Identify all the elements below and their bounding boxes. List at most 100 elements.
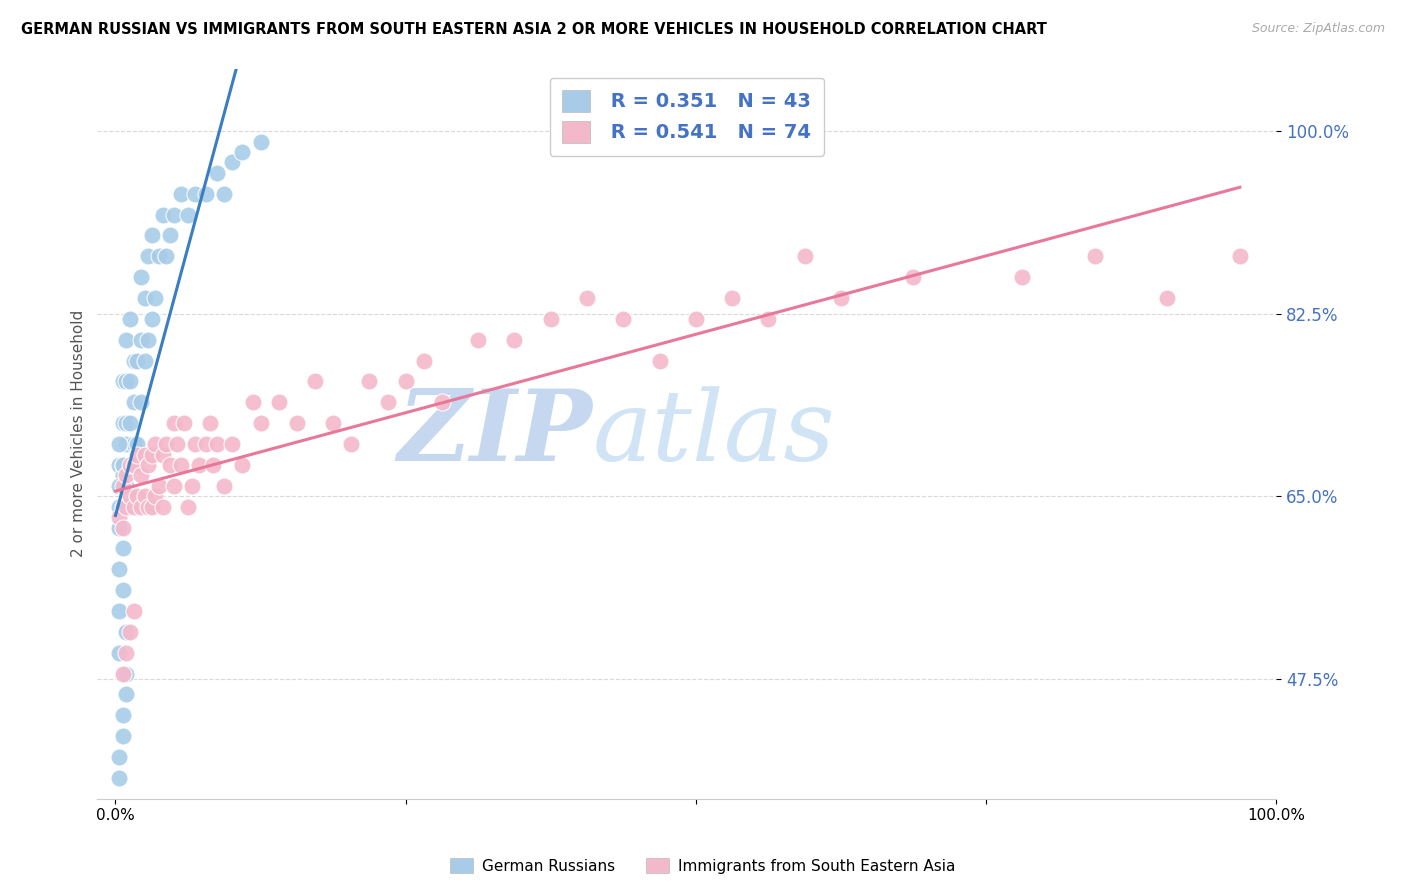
Point	[122, 437, 145, 451]
Point	[111, 500, 134, 514]
Point	[267, 395, 290, 409]
Point	[111, 666, 134, 681]
Point	[111, 458, 134, 472]
Point	[231, 458, 253, 472]
Point	[111, 416, 134, 430]
Point	[152, 500, 174, 514]
Point	[111, 729, 134, 743]
Point	[129, 270, 152, 285]
Point	[118, 416, 141, 430]
Point	[195, 437, 218, 451]
Point	[108, 750, 131, 764]
Point	[202, 458, 225, 472]
Legend:  R = 0.351   N = 43,  R = 0.541   N = 74: R = 0.351 N = 43, R = 0.541 N = 74	[550, 78, 824, 156]
Point	[108, 500, 131, 514]
Point	[231, 145, 253, 159]
Point	[111, 520, 134, 534]
Point	[359, 375, 381, 389]
Point	[205, 166, 228, 180]
Point	[377, 395, 399, 409]
Text: ZIP: ZIP	[398, 385, 592, 482]
Point	[412, 353, 434, 368]
Point	[198, 416, 221, 430]
Point	[340, 437, 363, 451]
Point	[214, 479, 236, 493]
Point	[134, 353, 156, 368]
Point	[145, 437, 167, 451]
Point	[170, 458, 193, 472]
Point	[115, 479, 138, 493]
Point	[162, 208, 184, 222]
Point	[304, 375, 326, 389]
Point	[122, 353, 145, 368]
Point	[115, 500, 138, 514]
Point	[467, 333, 489, 347]
Point	[111, 583, 134, 598]
Point	[127, 448, 149, 462]
Point	[111, 468, 134, 483]
Point	[115, 416, 138, 430]
Point	[136, 458, 159, 472]
Point	[115, 646, 138, 660]
Point	[170, 186, 193, 201]
Point	[793, 249, 815, 263]
Point	[129, 333, 152, 347]
Point	[322, 416, 344, 430]
Point	[115, 333, 138, 347]
Point	[221, 437, 243, 451]
Point	[115, 437, 138, 451]
Point	[145, 291, 167, 305]
Point	[141, 500, 163, 514]
Point	[685, 311, 707, 326]
Point	[148, 479, 170, 493]
Point	[108, 510, 131, 524]
Point	[127, 437, 149, 451]
Point	[152, 208, 174, 222]
Point	[136, 500, 159, 514]
Point	[1084, 249, 1107, 263]
Point	[129, 395, 152, 409]
Point	[187, 458, 209, 472]
Point	[1229, 249, 1251, 263]
Point	[155, 249, 177, 263]
Point	[122, 604, 145, 618]
Point	[122, 500, 145, 514]
Point	[129, 468, 152, 483]
Point	[503, 333, 526, 347]
Point	[141, 228, 163, 243]
Point	[127, 353, 149, 368]
Text: Source: ZipAtlas.com: Source: ZipAtlas.com	[1251, 22, 1385, 36]
Point	[205, 437, 228, 451]
Point	[127, 489, 149, 503]
Point	[184, 186, 207, 201]
Point	[115, 468, 138, 483]
Point	[148, 249, 170, 263]
Point	[184, 437, 207, 451]
Point	[648, 353, 671, 368]
Point	[177, 208, 200, 222]
Point	[111, 541, 134, 556]
Point	[108, 604, 131, 618]
Point	[134, 448, 156, 462]
Point	[118, 489, 141, 503]
Point	[180, 479, 202, 493]
Point	[108, 520, 131, 534]
Text: GERMAN RUSSIAN VS IMMIGRANTS FROM SOUTH EASTERN ASIA 2 OR MORE VEHICLES IN HOUSE: GERMAN RUSSIAN VS IMMIGRANTS FROM SOUTH …	[21, 22, 1047, 37]
Point	[141, 311, 163, 326]
Point	[141, 448, 163, 462]
Text: atlas: atlas	[592, 386, 835, 482]
Point	[115, 666, 138, 681]
Point	[249, 135, 271, 149]
Point	[159, 458, 181, 472]
Point	[136, 333, 159, 347]
Point	[134, 291, 156, 305]
Point	[166, 437, 188, 451]
Point	[122, 395, 145, 409]
Point	[249, 416, 271, 430]
Point	[162, 416, 184, 430]
Point	[159, 228, 181, 243]
Point	[173, 416, 195, 430]
Point	[118, 624, 141, 639]
Point	[1156, 291, 1178, 305]
Point	[540, 311, 562, 326]
